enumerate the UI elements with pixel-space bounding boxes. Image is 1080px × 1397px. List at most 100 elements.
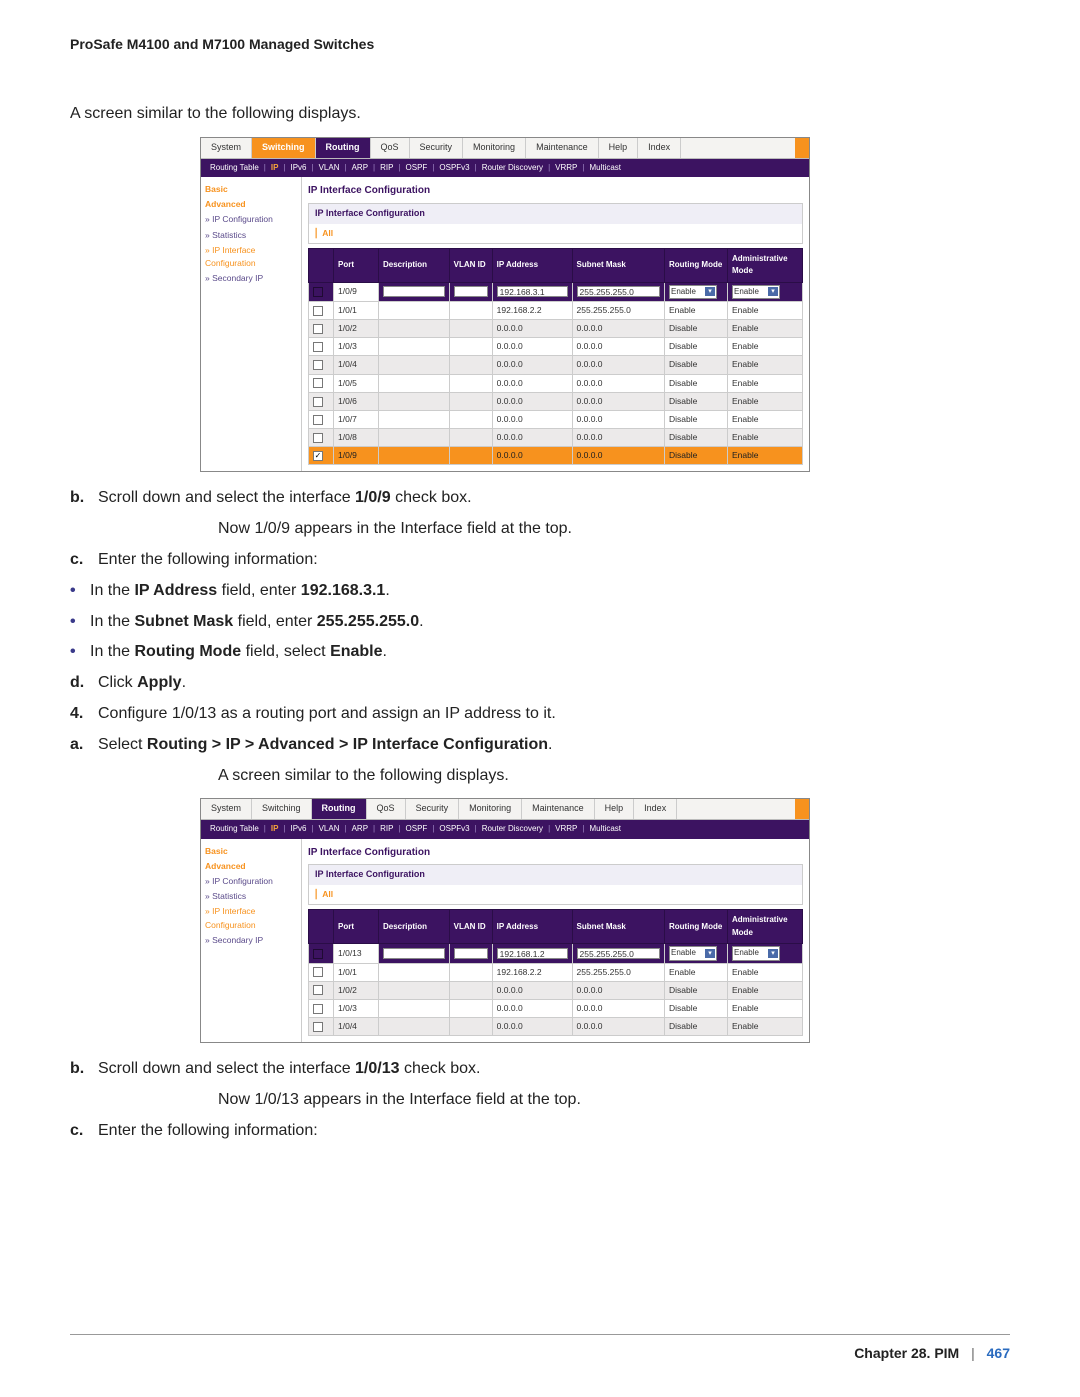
sub-tab[interactable]: ARP — [352, 824, 368, 833]
sub-tab[interactable]: IP — [271, 824, 279, 833]
sub-tab[interactable]: RIP — [380, 163, 393, 172]
sub-tab[interactable]: ARP — [352, 163, 368, 172]
main-tab[interactable]: Help — [595, 799, 635, 819]
side-secip[interactable]: » Secondary IP — [205, 272, 297, 285]
cell-vlan — [449, 374, 492, 392]
main-tab[interactable]: Help — [599, 138, 639, 158]
row-checkbox[interactable] — [313, 360, 323, 370]
edit-mask-input[interactable]: 255.255.255.0 — [577, 286, 660, 297]
table-row: 1/0/40.0.0.00.0.0.0DisableEnable — [309, 356, 803, 374]
sub-tab[interactable]: OSPF — [406, 824, 428, 833]
sub-tab[interactable]: Router Discovery — [482, 163, 543, 172]
side-basic[interactable]: Basic — [205, 183, 297, 196]
table-row: 1/0/40.0.0.00.0.0.0DisableEnable — [309, 1018, 803, 1036]
row-checkbox[interactable] — [313, 967, 323, 977]
row-checkbox[interactable] — [313, 1004, 323, 1014]
side-ipint[interactable]: » IP Interface Configuration — [205, 905, 297, 931]
edit-port: 1/0/13 — [334, 944, 379, 963]
row-checkbox[interactable] — [313, 985, 323, 995]
edit-description-input[interactable] — [383, 286, 445, 297]
main-tab[interactable]: Index — [634, 799, 677, 819]
side-ipint[interactable]: » IP Interface Configuration — [205, 244, 297, 270]
row-checkbox[interactable] — [313, 306, 323, 316]
main-tab[interactable]: Index — [638, 138, 681, 158]
main-tab[interactable]: Maintenance — [526, 138, 599, 158]
row-checkbox[interactable] — [313, 397, 323, 407]
sub-tab[interactable]: VRRP — [555, 824, 577, 833]
sub-tab[interactable]: Router Discovery — [482, 824, 543, 833]
side-advanced[interactable]: Advanced — [205, 860, 297, 873]
main-tab[interactable]: Maintenance — [522, 799, 595, 819]
main-tab[interactable]: Security — [410, 138, 464, 158]
select-all-checkbox[interactable] — [313, 949, 323, 959]
side-advanced[interactable]: Advanced — [205, 198, 297, 211]
main-tab[interactable]: Monitoring — [459, 799, 522, 819]
row-checkbox[interactable] — [313, 433, 323, 443]
side-basic[interactable]: Basic — [205, 845, 297, 858]
cell-ip: 0.0.0.0 — [492, 1018, 572, 1036]
corner-icon — [795, 138, 809, 158]
main-tab[interactable]: Switching — [252, 799, 312, 819]
edit-admin-select[interactable]: Enable▾ — [732, 285, 780, 299]
main-tab[interactable]: Monitoring — [463, 138, 526, 158]
main-tab[interactable]: System — [201, 799, 252, 819]
sub-tab[interactable]: Routing Table — [210, 163, 259, 172]
main-tab[interactable]: QoS — [371, 138, 410, 158]
cell-vlan — [449, 301, 492, 319]
sub-tab[interactable]: IPv6 — [291, 824, 307, 833]
cell-routing: Enable — [665, 963, 728, 981]
cell-ip: 0.0.0.0 — [492, 356, 572, 374]
main-tab[interactable]: QoS — [367, 799, 406, 819]
sub-tab[interactable]: Multicast — [589, 824, 621, 833]
edit-routing-select[interactable]: Enable▾ — [669, 946, 717, 960]
sub-tab[interactable]: OSPFv3 — [439, 163, 469, 172]
side-stats[interactable]: » Statistics — [205, 229, 297, 242]
main-tab[interactable]: Security — [406, 799, 460, 819]
filter-all[interactable]: ⎜All — [308, 885, 803, 905]
edit-ip-input[interactable]: 192.168.1.2 — [497, 948, 568, 959]
edit-description-input[interactable] — [383, 948, 445, 959]
sub-tab[interactable]: OSPF — [406, 163, 428, 172]
edit-vlan-input[interactable] — [454, 948, 488, 959]
row-checkbox[interactable] — [313, 342, 323, 352]
sub-tab[interactable]: OSPFv3 — [439, 824, 469, 833]
main-tab[interactable]: System — [201, 138, 252, 158]
edit-mask-input[interactable]: 255.255.255.0 — [577, 948, 660, 959]
side-ipconf[interactable]: » IP Configuration — [205, 875, 297, 888]
sub-tab[interactable]: VLAN — [319, 824, 340, 833]
row-checkbox[interactable] — [313, 415, 323, 425]
main-tab[interactable]: Routing — [316, 138, 371, 158]
edit-admin-select[interactable]: Enable▾ — [732, 946, 780, 960]
row-checkbox[interactable] — [313, 451, 323, 461]
cell-desc — [379, 1018, 450, 1036]
row-checkbox[interactable] — [313, 1022, 323, 1032]
sub-tab[interactable]: Multicast — [589, 163, 621, 172]
edit-ip-input[interactable]: 192.168.3.1 — [497, 286, 568, 297]
edit-vlan-input[interactable] — [454, 286, 488, 297]
doc-title: ProSafe M4100 and M7100 Managed Switches — [70, 36, 1010, 52]
column-header: Administrative Mode — [728, 910, 803, 944]
main-tab[interactable]: Routing — [312, 799, 367, 819]
filter-all[interactable]: ⎜All — [308, 224, 803, 244]
row-checkbox[interactable] — [313, 324, 323, 334]
edit-routing-select[interactable]: Enable▾ — [669, 285, 717, 299]
cell-desc — [379, 338, 450, 356]
main-tab[interactable]: Switching — [252, 138, 316, 158]
sub-tab[interactable]: VLAN — [319, 163, 340, 172]
side-ipconf[interactable]: » IP Configuration — [205, 213, 297, 226]
cell-desc — [379, 999, 450, 1017]
cell-desc — [379, 410, 450, 428]
sub-tab[interactable]: RIP — [380, 824, 393, 833]
document-page: ProSafe M4100 and M7100 Managed Switches… — [0, 0, 1080, 1397]
select-all-checkbox[interactable] — [313, 287, 323, 297]
sub-tab[interactable]: IPv6 — [291, 163, 307, 172]
cell-vlan — [449, 963, 492, 981]
table-row: 1/0/1192.168.2.2255.255.255.0EnableEnabl… — [309, 301, 803, 319]
sub-tab[interactable]: IP — [271, 163, 279, 172]
side-secip[interactable]: » Secondary IP — [205, 934, 297, 947]
sub-tab[interactable]: Routing Table — [210, 824, 259, 833]
sub-tab[interactable]: VRRP — [555, 163, 577, 172]
side-stats[interactable]: » Statistics — [205, 890, 297, 903]
row-checkbox[interactable] — [313, 378, 323, 388]
cell-routing: Disable — [665, 356, 728, 374]
